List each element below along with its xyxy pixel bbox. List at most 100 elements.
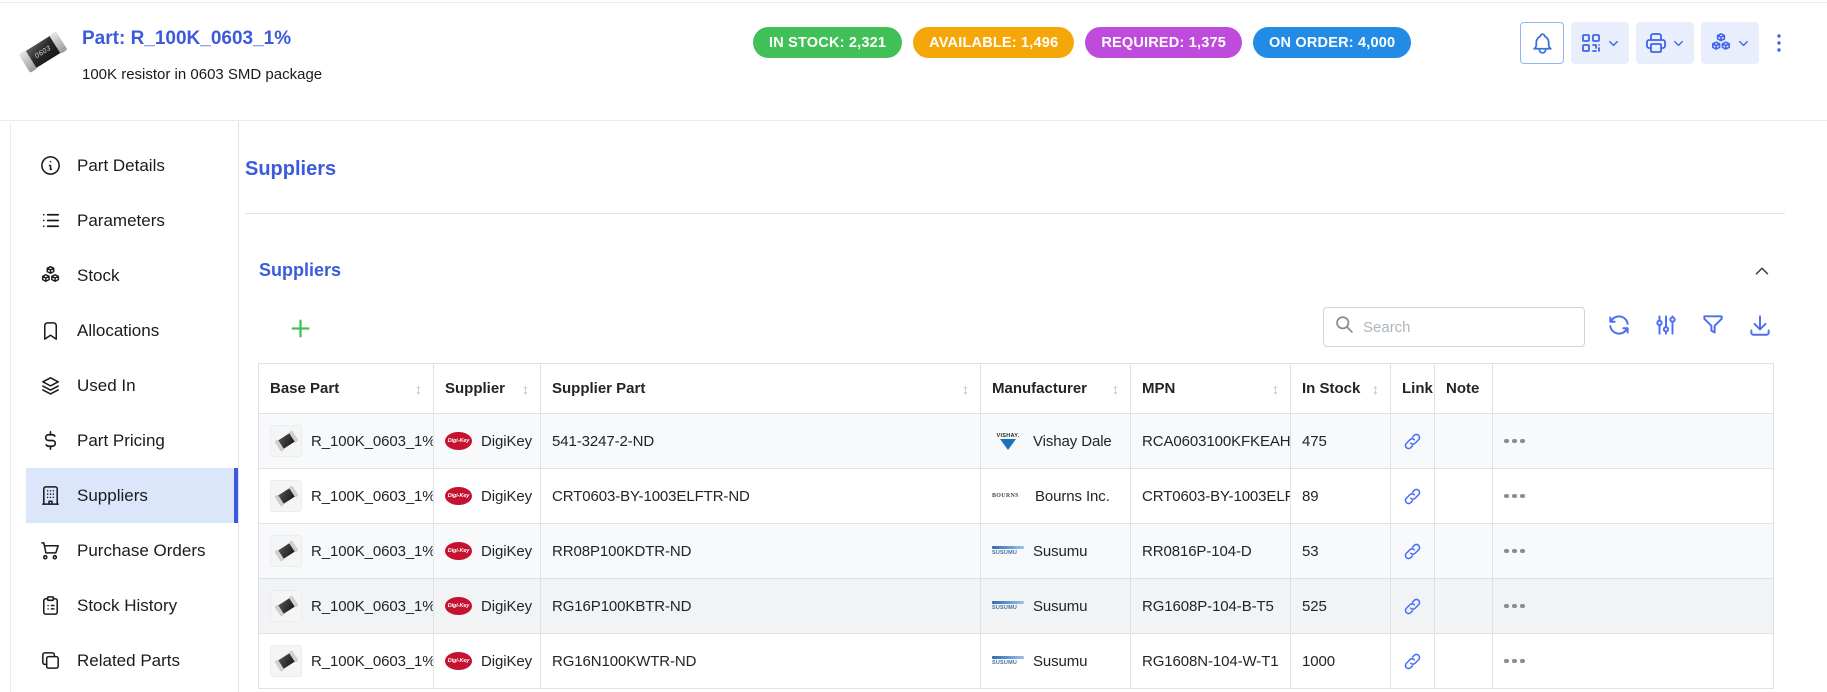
sidebar-item-stock-history[interactable]: Stock History [26, 578, 238, 633]
column-label: Base Part [270, 380, 340, 397]
manufacturer-cell[interactable]: SUSUMU Susumu [980, 633, 1131, 689]
column-header-manufacturer[interactable]: Manufacturer ↕ [980, 363, 1131, 414]
download-data-button[interactable] [1747, 312, 1773, 343]
base-part-cell[interactable]: R_100K_0603_1% [258, 578, 434, 634]
sidebar-item-related-parts[interactable]: Related Parts [26, 633, 238, 688]
base-part-cell[interactable]: R_100K_0603_1% [258, 413, 434, 469]
supplier-part-row[interactable]: R_100K_0603_1% Digi-Key DigiKey 541-3247-2-… [258, 413, 1774, 469]
clipboard-list-icon [43, 596, 58, 615]
supplier-part-cell[interactable]: RG16N100KWTR-ND [540, 633, 981, 689]
supplier-cell[interactable]: Digi-Key DigiKey [433, 468, 541, 524]
base-part-cell[interactable]: R_100K_0603_1% [258, 523, 434, 579]
sidebar-item-parameters[interactable]: Parameters [26, 193, 238, 248]
manufacturer-name: Vishay Dale [1033, 432, 1112, 450]
supplier-part-row[interactable]: R_100K_0603_1% Digi-Key DigiKey CRT0603-BY-… [258, 468, 1774, 524]
manufacturer-cell[interactable]: VISHAY. Vishay Dale [980, 413, 1131, 469]
supplier-part-cell[interactable]: RG16P100KBTR-ND [540, 578, 981, 634]
table-columns-button[interactable] [1653, 312, 1679, 343]
part-thumbnail [270, 590, 302, 622]
sidebar-item-allocations[interactable]: Allocations [26, 303, 238, 358]
column-label: In Stock [1302, 380, 1361, 397]
table-search[interactable] [1323, 307, 1585, 347]
sort-icon[interactable]: ↕ [1272, 380, 1279, 397]
mpn-cell: RG1608P-104-B-T5 [1130, 578, 1291, 634]
part-navigation-sidebar: Part Details Parameters Stock Allocations Us… [10, 138, 238, 688]
supplier-cell[interactable]: Digi-Key DigiKey [433, 633, 541, 689]
manufacturer-name: Susumu [1033, 542, 1088, 560]
supplier-part-cell[interactable]: CRT0603-BY-1003ELFTR-ND [540, 468, 981, 524]
bell-icon [1530, 31, 1555, 56]
building-icon [42, 486, 59, 505]
column-header-mpn[interactable]: MPN ↕ [1130, 363, 1291, 414]
sidebar-item-suppliers[interactable]: Suppliers [26, 468, 238, 523]
sort-icon[interactable]: ↕ [1372, 380, 1379, 397]
row-menu-button[interactable] [1504, 548, 1762, 554]
supplier-part-row[interactable]: R_100K_0603_1% Digi-Key DigiKey RR08P100KDT… [258, 523, 1774, 579]
link-cell [1390, 468, 1435, 524]
supplier-part-row[interactable]: R_100K_0603_1% Digi-Key DigiKey RG16P100KBT… [258, 578, 1774, 634]
supplier-cell[interactable]: Digi-Key DigiKey [433, 413, 541, 469]
section-divider [245, 213, 1785, 214]
add-supplier-part-button[interactable] [287, 315, 314, 347]
manufacturer-cell[interactable]: SUSUMU Susumu [980, 578, 1131, 634]
column-header-in-stock[interactable]: In Stock ↕ [1290, 363, 1391, 414]
susumu-logo: SUSUMU [992, 601, 1024, 611]
copy-icon [42, 652, 59, 669]
supplier-part-sku: CRT0603-BY-1003ELFTR-ND [552, 487, 750, 505]
sort-icon[interactable]: ↕ [415, 380, 422, 397]
link-cell [1390, 633, 1435, 689]
part-image[interactable]: 0603 [18, 27, 68, 77]
sort-icon[interactable]: ↕ [522, 380, 529, 397]
stock-actions-button[interactable] [1701, 22, 1759, 64]
supplier-part-row[interactable]: R_100K_0603_1% Digi-Key DigiKey RG16N100KWT… [258, 633, 1774, 689]
barcode-actions-button[interactable] [1571, 22, 1629, 64]
status-badges: IN STOCK: 2,321 AVAILABLE: 1,496 REQUIRED:… [753, 27, 1412, 58]
row-menu-button[interactable] [1504, 438, 1762, 444]
supplier-cell[interactable]: Digi-Key DigiKey [433, 523, 541, 579]
supplier-cell[interactable]: Digi-Key DigiKey [433, 578, 541, 634]
bookmark-icon [43, 322, 58, 340]
row-menu-button[interactable] [1504, 658, 1762, 664]
status-badge: AVAILABLE: 1,496 [913, 27, 1075, 58]
supplier-part-cell[interactable]: RR08P100KDTR-ND [540, 523, 981, 579]
base-part-name: R_100K_0603_1% [311, 487, 434, 505]
chevron-up-icon [1751, 267, 1773, 286]
more-options-button[interactable] [1766, 22, 1792, 64]
sidebar-item-label: Stock [77, 265, 120, 285]
sidebar-item-used-in[interactable]: Used In [26, 358, 238, 413]
manufacturer-cell[interactable]: SUSUMU Susumu [980, 523, 1131, 579]
row-menu-button[interactable] [1504, 603, 1762, 609]
table-filters-button[interactable] [1700, 312, 1726, 343]
external-link-icon[interactable] [1402, 541, 1423, 562]
external-link-icon[interactable] [1402, 431, 1423, 452]
panel-collapse-button[interactable] [1751, 260, 1773, 287]
column-header-supplier-part[interactable]: Supplier Part ↕ [540, 363, 981, 414]
sort-icon[interactable]: ↕ [962, 380, 969, 397]
page-title: Part: R_100K_0603_1% [82, 28, 292, 49]
sort-icon[interactable]: ↕ [1112, 380, 1119, 397]
sidebar-item-part-pricing[interactable]: Part Pricing [26, 413, 238, 468]
column-header-supplier[interactable]: Supplier ↕ [433, 363, 541, 414]
row-menu-button[interactable] [1504, 493, 1762, 499]
external-link-icon[interactable] [1402, 651, 1423, 672]
supplier-part-cell[interactable]: 541-3247-2-ND [540, 413, 981, 469]
manufacturer-cell[interactable]: BOURNS Bourns Inc. [980, 468, 1131, 524]
search-input[interactable] [1363, 318, 1574, 336]
base-part-cell[interactable]: R_100K_0603_1% [258, 633, 434, 689]
external-link-icon[interactable] [1402, 486, 1423, 507]
in-stock-cell: 53 [1290, 523, 1391, 579]
refresh-icon [1606, 312, 1632, 343]
column-header-base-part[interactable]: Base Part ↕ [258, 363, 434, 414]
base-part-cell[interactable]: R_100K_0603_1% [258, 468, 434, 524]
sidebar-item-label: Related Parts [77, 650, 180, 670]
external-link-icon[interactable] [1402, 596, 1423, 617]
sidebar-item-part-details[interactable]: Part Details [26, 138, 238, 193]
notifications-button[interactable] [1520, 22, 1564, 64]
sidebar-item-purchase-orders[interactable]: Purchase Orders [26, 523, 238, 578]
column-label: MPN [1142, 380, 1176, 397]
print-actions-button[interactable] [1636, 22, 1694, 64]
qr-code-icon [1579, 31, 1603, 55]
sidebar-item-stock[interactable]: Stock [26, 248, 238, 303]
refresh-table-button[interactable] [1606, 312, 1632, 343]
